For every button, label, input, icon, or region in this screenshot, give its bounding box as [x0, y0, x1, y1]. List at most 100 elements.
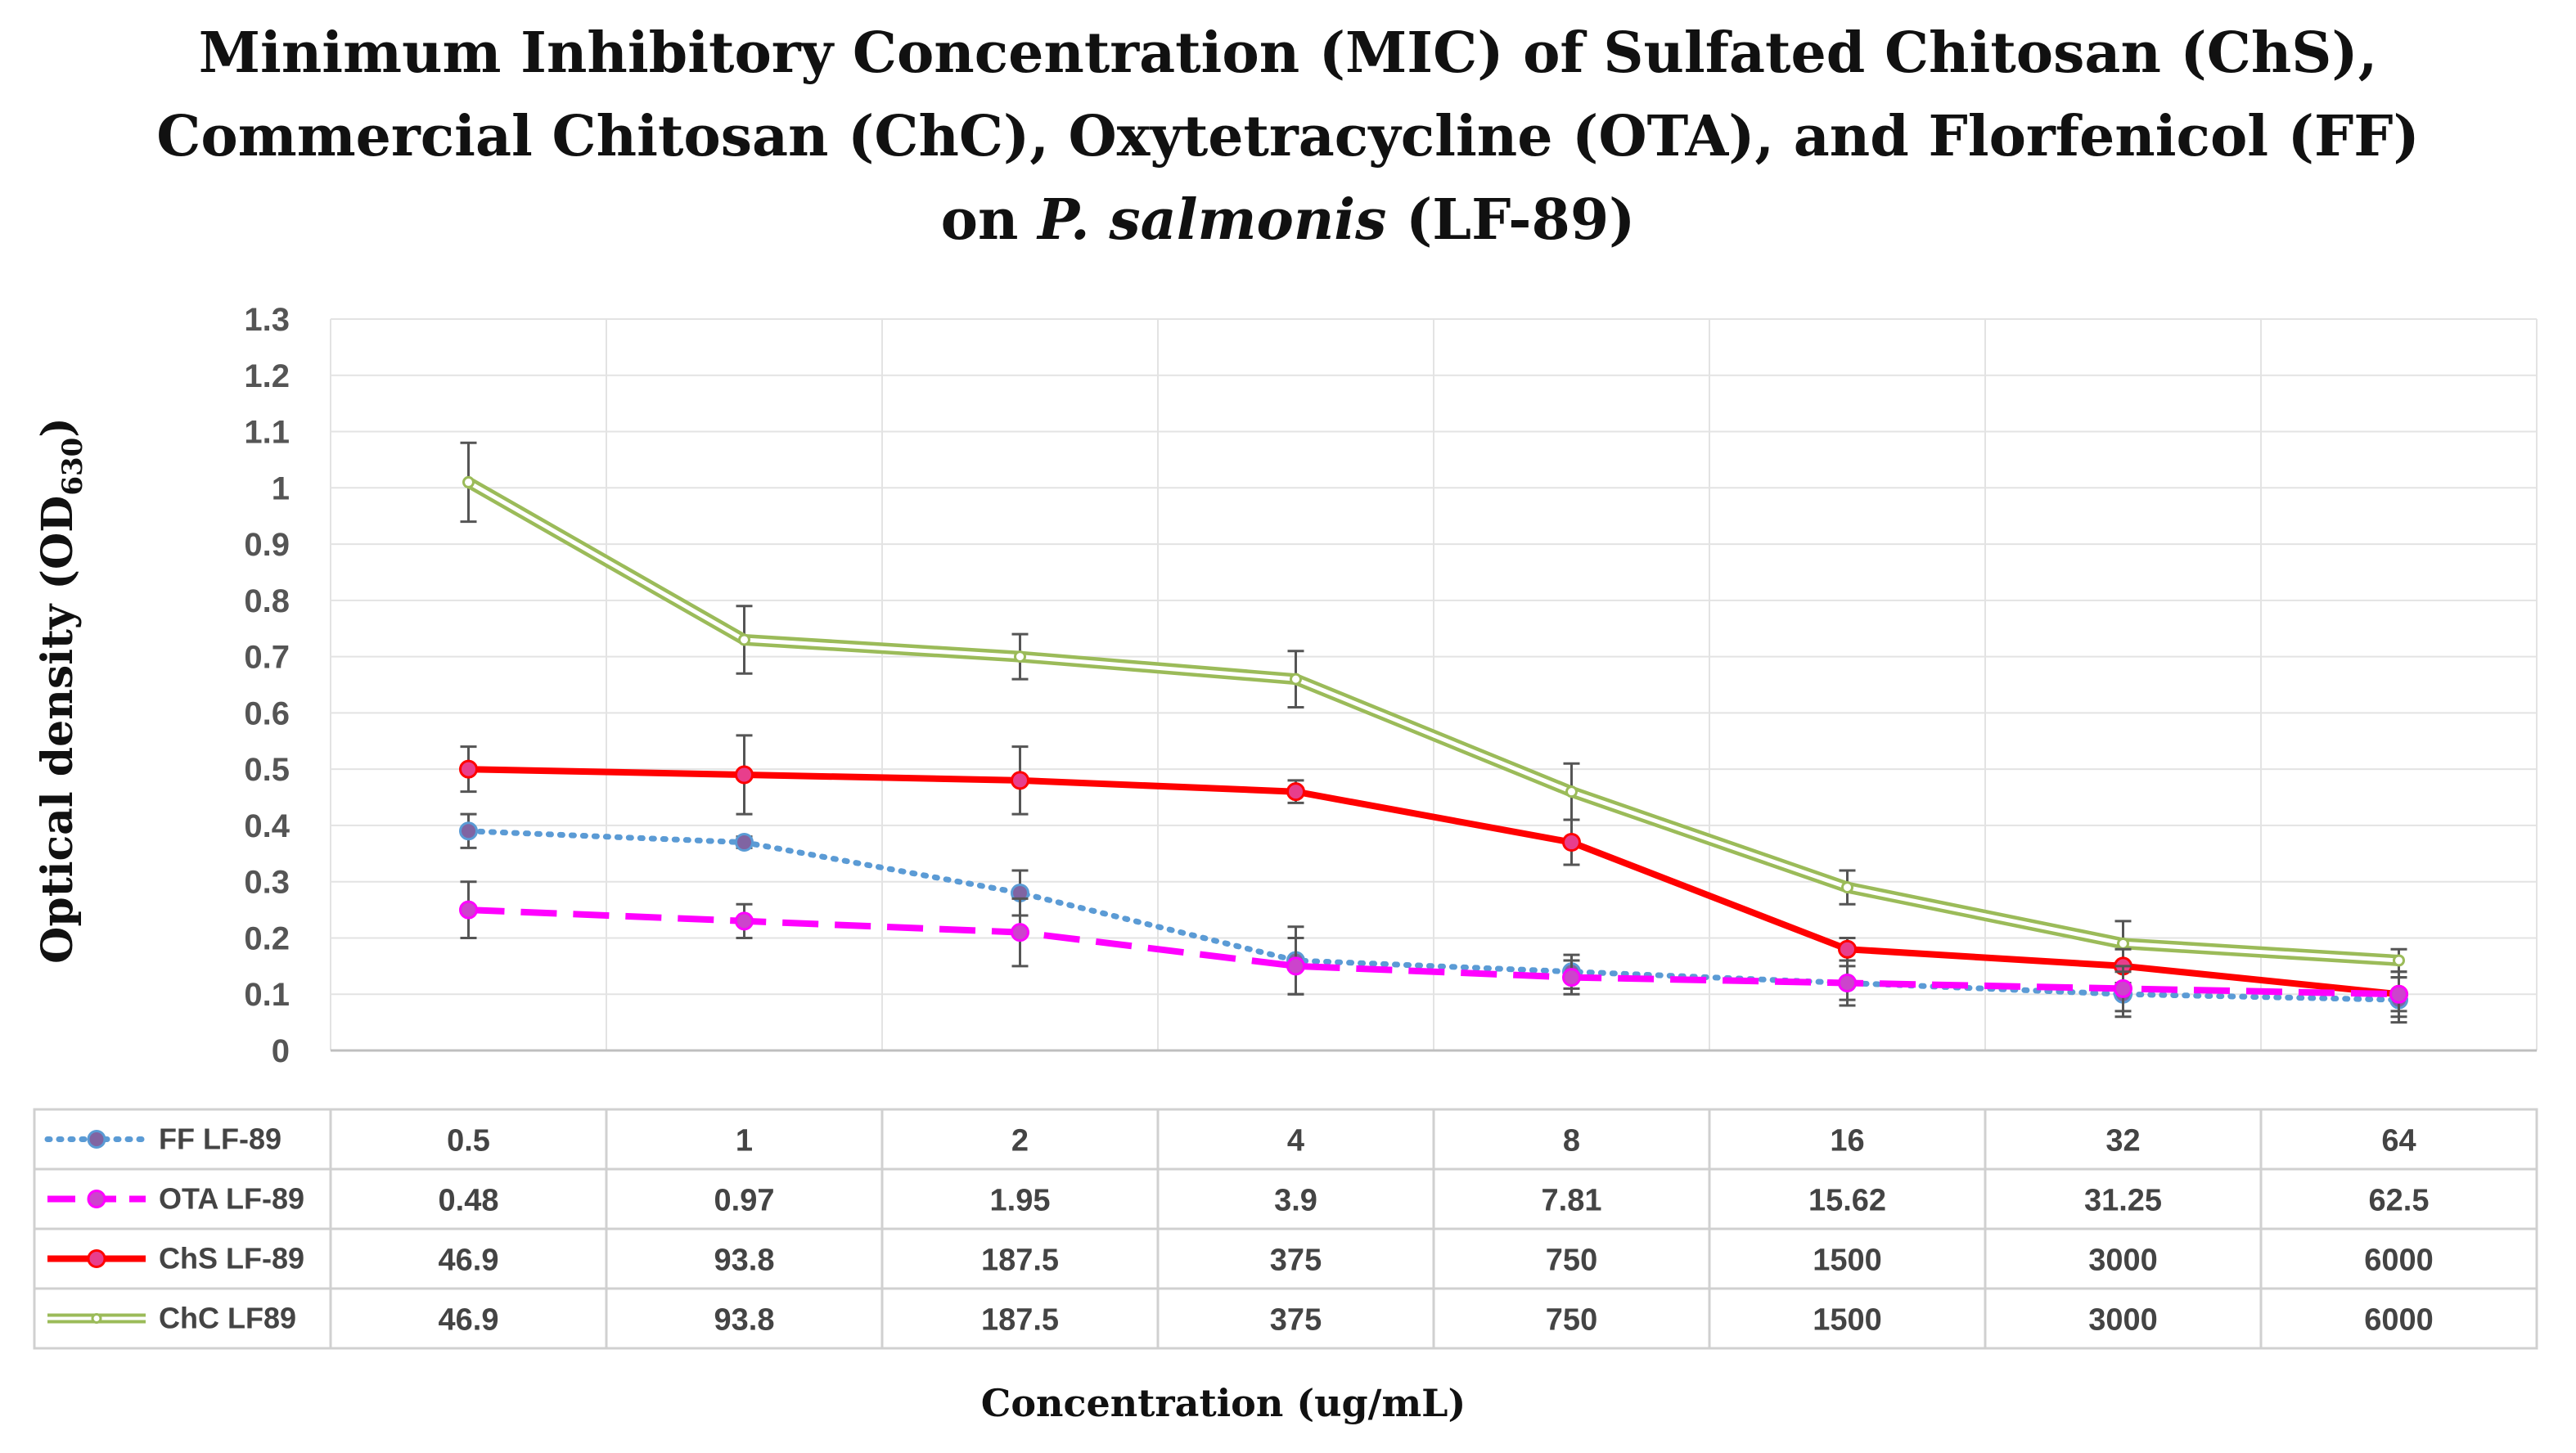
y-tick-label: 0.5: [244, 752, 290, 788]
data-point: [1838, 973, 1857, 992]
table-cell: 750: [1546, 1244, 1597, 1278]
y-tick-label: 0.6: [244, 695, 290, 731]
title-line-3: on P. salmonis (LF-89): [0, 178, 2576, 262]
table-cell: 7.81: [1542, 1184, 1602, 1218]
gridlines: [330, 318, 2538, 1050]
legend-key-marker: [87, 1130, 106, 1149]
data-point: [459, 759, 478, 779]
series-chs-lf-89: [459, 734, 2408, 1013]
legend-key-marker: [91, 1313, 102, 1324]
table-cell: 6000: [2364, 1244, 2434, 1278]
y-tick-label: 0.3: [244, 865, 290, 901]
y-tick-label: 0.7: [244, 640, 290, 676]
data-point: [459, 900, 478, 920]
y-tick-label: 1.2: [244, 358, 290, 394]
data-point: [1565, 785, 1578, 798]
table-cell: 46.9: [439, 1303, 499, 1338]
y-tick-label: 1: [272, 470, 290, 506]
data-point: [2393, 954, 2405, 967]
table-cell: 3.9: [1274, 1184, 1317, 1218]
table-cell: 93.8: [714, 1244, 775, 1278]
x-axis-label: Concentration (ug/mL): [980, 1381, 1466, 1425]
table-cell: 93.8: [714, 1303, 775, 1338]
table-cell: 375: [1270, 1244, 1322, 1278]
data-point: [1014, 650, 1026, 664]
table-cell: 16: [1830, 1124, 1864, 1158]
y-tick-label: 0.1: [244, 977, 290, 1013]
table-cell: 3000: [2088, 1244, 2158, 1278]
data-point: [735, 833, 754, 852]
data-point: [1562, 833, 1581, 852]
table-cell: 0.97: [714, 1184, 775, 1218]
data-point: [1011, 771, 1029, 790]
table-row: OTA LF-89 0.48 0.97 1.95 3.9 7.81 15.62 31.25 62…: [47, 1182, 2429, 1218]
legend-series-name: ChC LF89: [159, 1302, 296, 1335]
y-tick-label: 0.8: [244, 583, 290, 619]
data-point: [1290, 673, 1302, 686]
data-point: [1011, 923, 1029, 942]
table-cell: 375: [1270, 1303, 1322, 1338]
table-cell: 750: [1546, 1303, 1597, 1338]
y-axis-label-main: Optical density (OD: [33, 496, 83, 964]
data-point: [462, 475, 475, 488]
legend-series-name: OTA LF-89: [159, 1182, 304, 1216]
title-line-3-prefix: on: [940, 187, 1038, 253]
table-cell: 8: [1563, 1124, 1580, 1158]
y-tick-label: 1.3: [244, 302, 290, 338]
title-line-1: Minimum Inhibitory Concentration (MIC) o…: [198, 20, 2378, 86]
data-point: [2389, 984, 2408, 1004]
data-point: [1562, 968, 1581, 987]
y-axis-label: Optical density (OD630): [33, 417, 89, 964]
data-point: [1286, 782, 1305, 802]
title-line-2: Commercial Chitosan (ChC), Oxytetracycli…: [156, 104, 2420, 169]
table-row: ChS LF-89 46.9 93.8 187.5 375 750 1500 3000 6000: [47, 1242, 2434, 1278]
legend-series-name: FF LF-89: [159, 1122, 281, 1156]
axes: 0 0.1 0.2 0.3 0.4 0.5 0.6 0.7 0.8 0.9 1 1.1 1.2 1.3: [244, 302, 2537, 1069]
series-line-inner: [467, 480, 2399, 963]
data-point: [738, 633, 750, 646]
table-cell: 0.48: [439, 1184, 499, 1218]
table-cell: 1.95: [990, 1184, 1051, 1218]
table-cell: 1500: [1813, 1244, 1882, 1278]
table-cell: 31.25: [2084, 1184, 2162, 1218]
table-row: ChC LF89 46.9 93.8 187.5 375 750 1500 3000 6000: [47, 1302, 2434, 1338]
legend-key-marker: [87, 1190, 106, 1208]
title-species: P. salmonis: [1038, 187, 1387, 253]
table-cell: 64: [2381, 1124, 2416, 1158]
y-axis-label-subscript: 630: [56, 438, 89, 496]
data-point: [1286, 956, 1305, 976]
y-tick-label: 0.4: [244, 808, 290, 844]
y-tick-label: 0: [272, 1033, 290, 1069]
table-cell: 62.5: [2369, 1184, 2430, 1218]
table-cell: 187.5: [981, 1244, 1059, 1278]
data-point: [459, 821, 478, 841]
data-point: [1838, 939, 1857, 959]
y-tick-label: 0.2: [244, 920, 290, 956]
y-tick-label: 0.9: [244, 527, 290, 563]
table-cell: 187.5: [981, 1303, 1059, 1338]
y-tick-label: 1.1: [244, 415, 290, 451]
table-cell: 0.5: [447, 1124, 490, 1158]
table-cell: 3000: [2088, 1303, 2158, 1338]
series-chc-lf89: [460, 441, 2407, 974]
table-cell: 15.62: [1808, 1184, 1886, 1218]
chart-title: Minimum Inhibitory Concentration (MIC) o…: [0, 11, 2576, 262]
data-point: [2114, 978, 2132, 998]
data-point: [735, 911, 754, 931]
table-cell: 1: [736, 1124, 753, 1158]
table-row: FF LF-89 0.5 1 2 4 8 16 32 64: [44, 1122, 2416, 1158]
data-point: [1841, 881, 1853, 894]
data-table: FF LF-89 0.5 1 2 4 8 16 32 64 OTA LF-89 0.48 0.97 1.…: [33, 1108, 2538, 1350]
table-cell: 32: [2105, 1124, 2140, 1158]
table-cell: 2: [1011, 1124, 1029, 1158]
data-point: [735, 765, 754, 785]
data-point: [2117, 937, 2129, 950]
legend-key-marker: [87, 1249, 106, 1268]
series-line: [468, 766, 2399, 998]
series-line: [466, 828, 2402, 1003]
table-cell: 6000: [2364, 1303, 2434, 1338]
series-ota-lf-89: [459, 880, 2408, 1019]
table-cell: 46.9: [439, 1244, 499, 1278]
